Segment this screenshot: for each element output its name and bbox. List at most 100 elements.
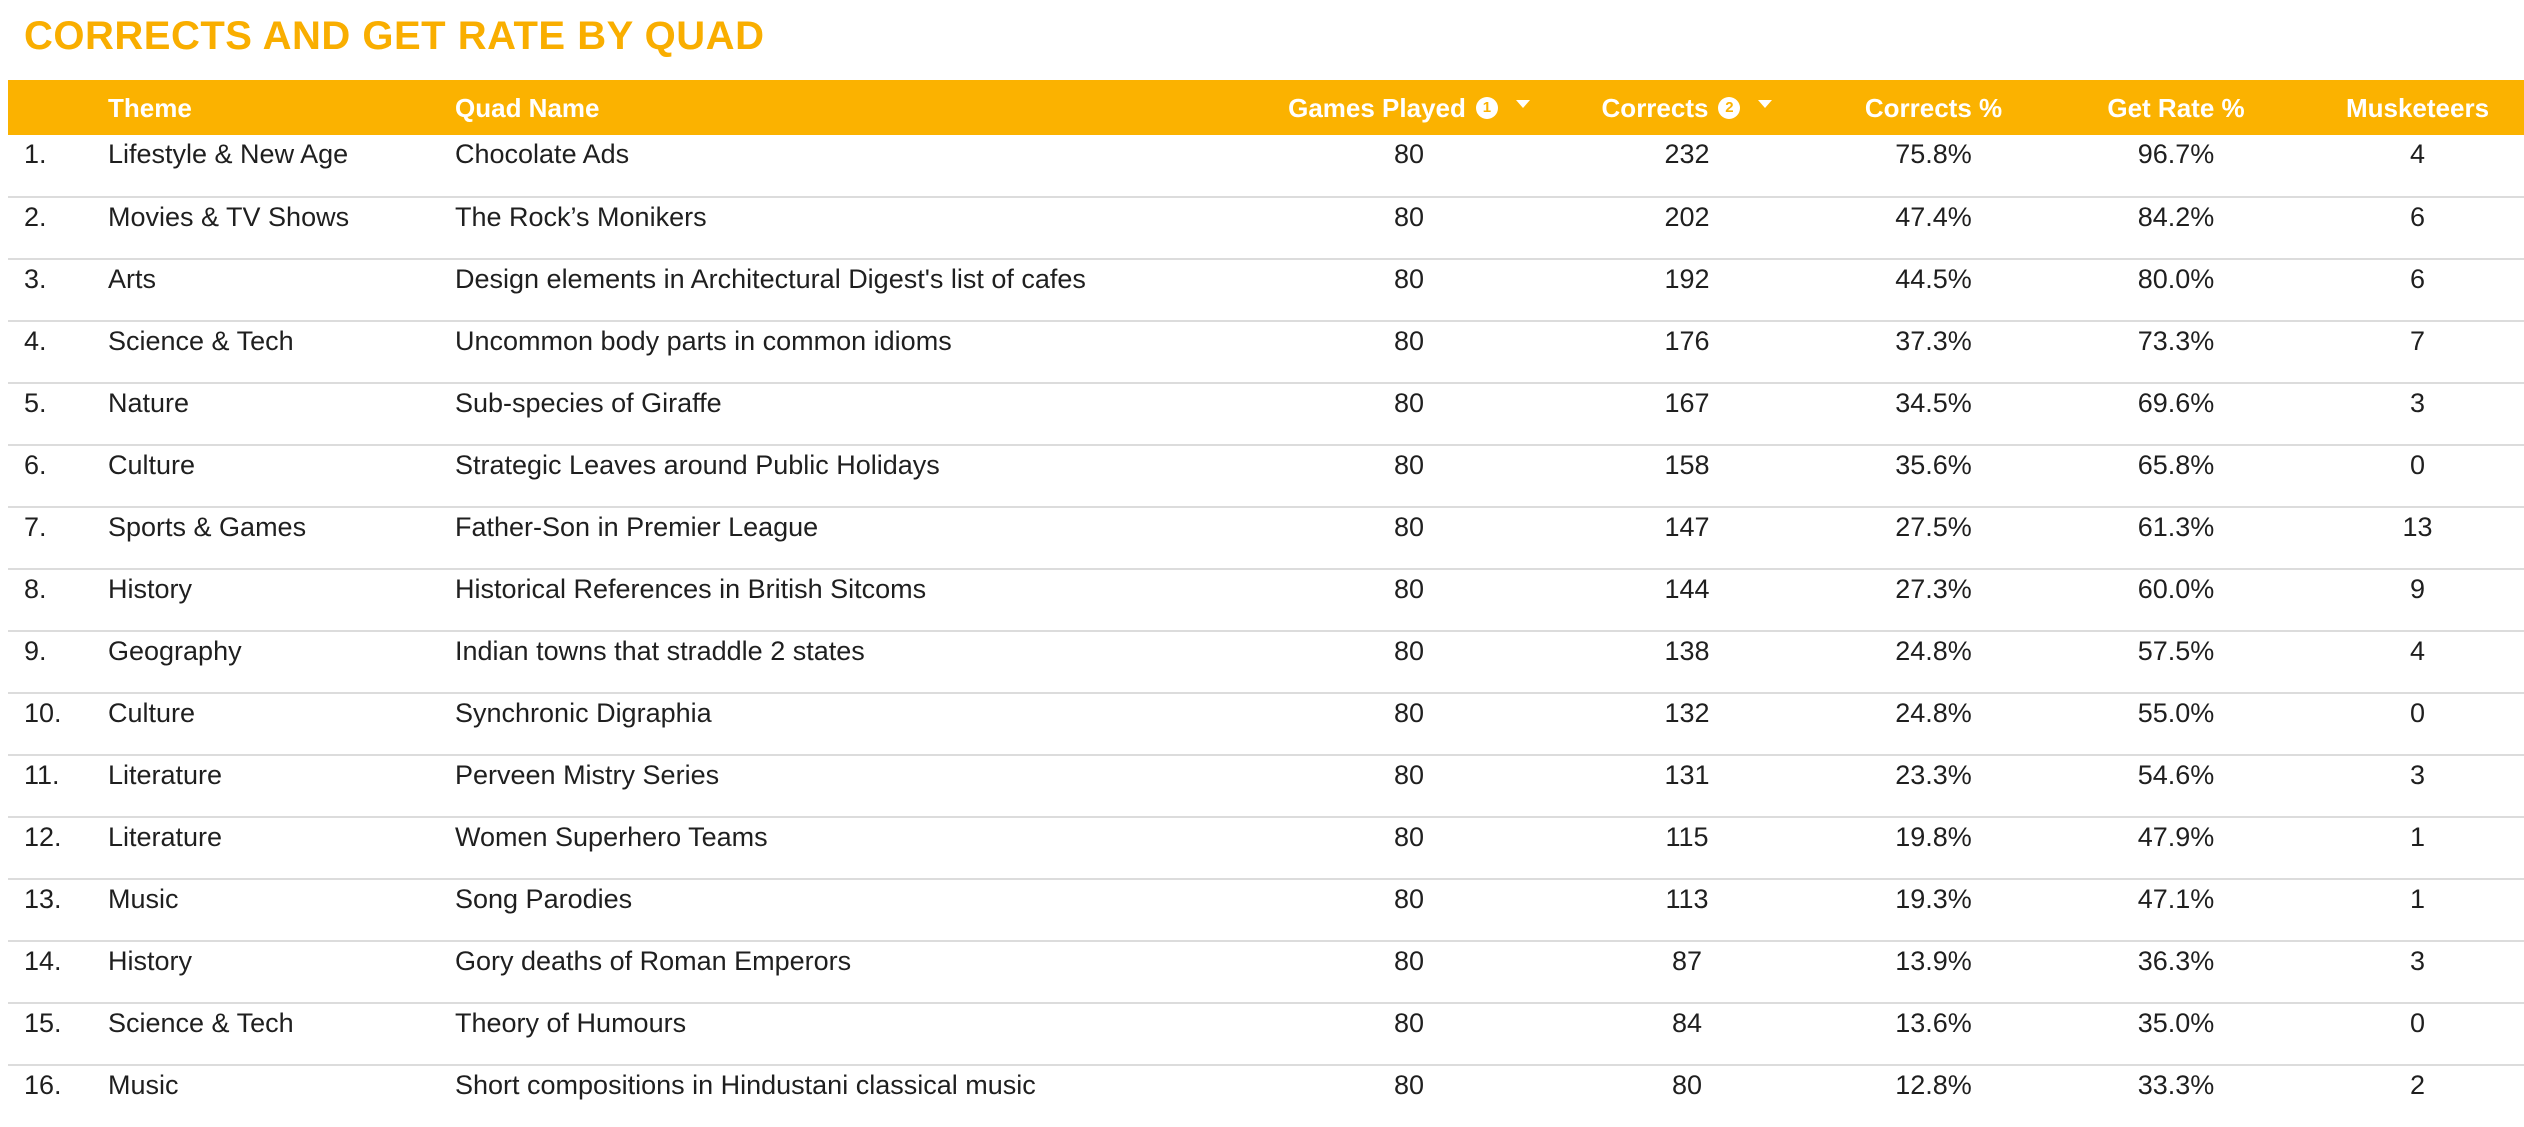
cell-index: 4.	[24, 326, 47, 356]
cell-get-rate-pct: 35.0%	[2137, 1008, 2215, 1038]
table-row[interactable]: 2. Movies & TV Shows The Rock’s Monikers 80…	[8, 197, 2524, 259]
cell-get-rate-pct: 73.3%	[2137, 326, 2215, 356]
table-body: 1. Lifestyle & New Age Chocolate Ads 80 232 7…	[8, 135, 2524, 1127]
cell-corrects-pct: 35.6%	[1895, 450, 1972, 480]
cell-theme: Music	[108, 884, 179, 914]
cell-games-played: 80	[1393, 450, 1425, 480]
cell-theme: Nature	[108, 388, 190, 418]
table-row[interactable]: 13. Music Song Parodies 80 113 19.3% 47.1% 1	[8, 879, 2524, 941]
cell-musketeers: 7	[2409, 326, 2426, 356]
cell-corrects: 132	[1664, 698, 1710, 728]
cell-corrects: 176	[1664, 326, 1710, 356]
cell-corrects-pct: 13.9%	[1895, 946, 1972, 976]
header-row: Theme Quad Name Games Played 1 Corrects 2 …	[8, 80, 2524, 135]
cell-get-rate-pct: 33.3%	[2137, 1070, 2215, 1100]
cell-musketeers: 4	[2409, 636, 2426, 666]
cell-corrects-pct: 47.4%	[1895, 202, 1972, 232]
table-row[interactable]: 5. Nature Sub-species of Giraffe 80 167 34.5%…	[8, 383, 2524, 445]
cell-games-played: 80	[1393, 822, 1425, 852]
table-row[interactable]: 15. Science & Tech Theory of Humours 80 84 13…	[8, 1003, 2524, 1065]
cell-corrects-pct: 24.8%	[1895, 698, 1972, 728]
cell-theme: Culture	[108, 450, 196, 480]
cell-games-played: 80	[1393, 698, 1425, 728]
cell-musketeers: 0	[2409, 698, 2426, 728]
cell-musketeers: 9	[2409, 574, 2426, 604]
table-row[interactable]: 11. Literature Perveen Mistry Series 80 131 2…	[8, 755, 2524, 817]
cell-games-played: 80	[1393, 760, 1425, 790]
cell-corrects: 115	[1665, 822, 1709, 852]
column-header-index	[8, 80, 108, 135]
cell-get-rate-pct: 36.3%	[2137, 946, 2215, 976]
cell-corrects: 202	[1664, 202, 1710, 232]
cell-corrects-pct: 34.5%	[1895, 388, 1972, 418]
cell-quad-name: Chocolate Ads	[455, 139, 630, 169]
cell-corrects-pct: 12.8%	[1895, 1070, 1972, 1100]
cell-quad-name: Sub-species of Giraffe	[455, 388, 722, 418]
cell-musketeers: 3	[2409, 946, 2426, 976]
column-header-corrects-label: Corrects	[1601, 93, 1709, 123]
cell-musketeers: 2	[2409, 1070, 2426, 1100]
table-row[interactable]: 14. History Gory deaths of Roman Emperors 8…	[8, 941, 2524, 1003]
table-row[interactable]: 10. Culture Synchronic Digraphia 80 132 24.8%…	[8, 693, 2524, 755]
table-row[interactable]: 12. Literature Women Superhero Teams 80 115 1…	[8, 817, 2524, 879]
cell-quad-name: The Rock’s Monikers	[455, 202, 707, 232]
cell-corrects: 158	[1664, 450, 1710, 480]
cell-quad-name: Song Parodies	[455, 884, 633, 914]
cell-theme: Music	[108, 1070, 179, 1100]
table-header: Theme Quad Name Games Played 1 Corrects 2 …	[8, 80, 2524, 135]
cell-quad-name: Strategic Leaves around Public Holidays	[455, 450, 940, 480]
quad-table-container: Theme Quad Name Games Played 1 Corrects 2 …	[8, 80, 2524, 1127]
cell-games-played: 80	[1393, 326, 1425, 356]
cell-get-rate-pct: 80.0%	[2137, 264, 2215, 294]
table-row[interactable]: 9. Geography Indian towns that straddle 2 …	[8, 631, 2524, 693]
cell-games-played: 80	[1393, 946, 1425, 976]
column-header-musketeers[interactable]: Musketeers	[2345, 93, 2490, 123]
sort-descending-icon[interactable]	[1515, 100, 1530, 109]
cell-corrects: 113	[1665, 884, 1709, 914]
cell-corrects: 192	[1664, 264, 1710, 294]
column-header-theme[interactable]: Theme	[108, 93, 192, 123]
table-row[interactable]: 3. Arts Design elements in Architectural D…	[8, 259, 2524, 321]
cell-index: 12.	[24, 822, 62, 852]
cell-corrects-pct: 24.8%	[1895, 636, 1972, 666]
sort-descending-icon[interactable]	[1758, 100, 1773, 109]
cell-games-played: 80	[1393, 884, 1425, 914]
cell-musketeers: 0	[2409, 450, 2426, 480]
cell-theme: Science & Tech	[108, 326, 294, 356]
cell-musketeers: 3	[2409, 388, 2426, 418]
column-header-get-rate-pct[interactable]: Get Rate %	[2107, 93, 2245, 123]
table-row[interactable]: 6. Culture Strategic Leaves around Public …	[8, 445, 2524, 507]
cell-corrects: 87	[1671, 946, 1703, 976]
table-row[interactable]: 4. Science & Tech Uncommon body parts in c…	[8, 321, 2524, 383]
cell-get-rate-pct: 65.8%	[2137, 450, 2215, 480]
cell-musketeers: 3	[2409, 760, 2426, 790]
column-header-quad-name[interactable]: Quad Name	[455, 93, 600, 123]
cell-corrects-pct: 13.6%	[1895, 1008, 1972, 1038]
table-row[interactable]: 1. Lifestyle & New Age Chocolate Ads 80 232 7…	[8, 135, 2524, 197]
cell-games-played: 80	[1393, 388, 1425, 418]
cell-corrects: 138	[1664, 636, 1710, 666]
column-header-games-played[interactable]: Games Played 1	[1270, 80, 1548, 135]
cell-theme: History	[108, 946, 193, 976]
table-row[interactable]: 16. Music Short compositions in Hindustani…	[8, 1065, 2524, 1127]
cell-index: 3.	[24, 264, 47, 294]
numbered-info-icon[interactable]: 2	[1718, 97, 1741, 120]
cell-index: 9.	[24, 636, 47, 666]
quad-table: Theme Quad Name Games Played 1 Corrects 2 …	[8, 80, 2524, 1127]
cell-quad-name: Synchronic Digraphia	[455, 698, 712, 728]
cell-musketeers: 1	[2409, 884, 2426, 914]
cell-musketeers: 13	[2402, 512, 2433, 542]
column-header-corrects-pct[interactable]: Corrects %	[1864, 93, 2003, 123]
cell-index: 2.	[24, 202, 47, 232]
table-row[interactable]: 8. History Historical References in Britis…	[8, 569, 2524, 631]
cell-get-rate-pct: 84.2%	[2137, 202, 2215, 232]
cell-quad-name: Perveen Mistry Series	[455, 760, 720, 790]
column-header-corrects[interactable]: Corrects 2	[1548, 80, 1826, 135]
cell-corrects: 131	[1664, 760, 1710, 790]
numbered-info-icon[interactable]: 1	[1475, 97, 1498, 120]
cell-get-rate-pct: 47.1%	[2137, 884, 2215, 914]
table-row[interactable]: 7. Sports & Games Father-Son in Premier Le…	[8, 507, 2524, 569]
cell-get-rate-pct: 54.6%	[2137, 760, 2215, 790]
cell-musketeers: 6	[2409, 264, 2426, 294]
cell-quad-name: Gory deaths of Roman Emperors	[455, 946, 852, 976]
